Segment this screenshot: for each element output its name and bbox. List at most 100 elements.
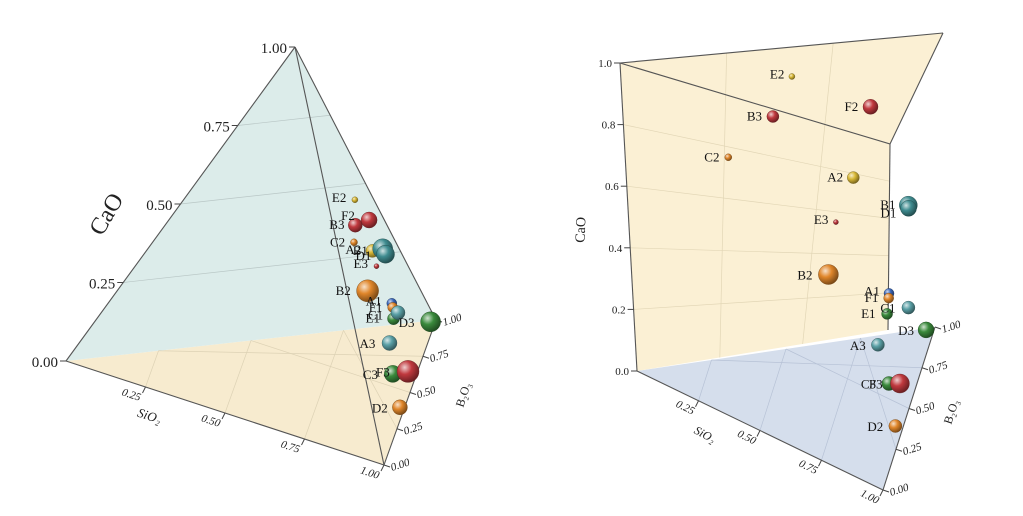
left-point-label-d3: D3 <box>399 315 415 330</box>
left-point-label-b2: B2 <box>336 283 351 298</box>
right-sio2-tick-label: 1.00 <box>858 487 881 506</box>
left-b2o3-tick-label: 0.00 <box>389 456 411 474</box>
right-point-f3 <box>890 373 910 394</box>
left-point-label-c1: C1 <box>368 308 383 323</box>
left-b2o3-axis-title: B₂O₃ <box>453 381 474 409</box>
right-point-label-e2: E2 <box>770 67 784 82</box>
left-point-e2 <box>351 196 359 204</box>
right-point-label-b2: B2 <box>797 268 812 283</box>
right-point-label-b3: B3 <box>747 109 762 124</box>
left-point-label-e1: E1 <box>366 311 380 326</box>
right-point-label-d1: D1 <box>881 205 897 220</box>
right-cao-tick-label: 0.2 <box>612 304 626 316</box>
right-point-f2 <box>862 99 879 115</box>
left-point-d1 <box>376 244 395 264</box>
right-cao-tick-label: 0.6 <box>605 181 619 193</box>
right-b2o3-tick-label: 0.75 <box>927 359 949 377</box>
right-point-label-c1: C1 <box>880 301 895 316</box>
left-point-label-f3: F3 <box>376 364 390 379</box>
left-point-f2 <box>360 211 378 229</box>
left-cao-tick-label: 1.00 <box>261 41 287 57</box>
left-point-label-b1: B1 <box>353 243 368 258</box>
right-back-face <box>620 33 943 371</box>
right-b2o3-axis-title: B₂O₃ <box>941 398 962 426</box>
right-point-d1 <box>900 200 917 217</box>
right-cao-axis-title: CaO <box>574 217 590 243</box>
right-b2o3-tick-label: 0.25 <box>901 441 923 459</box>
left-sio2-tick-label: 0.50 <box>200 412 222 430</box>
left-point-c2 <box>350 238 358 247</box>
left-point-b2 <box>356 279 379 302</box>
right-point-e3 <box>833 219 839 225</box>
right-point-label-a1: A1 <box>864 283 880 298</box>
left-point-a3 <box>381 335 398 351</box>
left-gridlines <box>123 114 424 440</box>
right-point-c1 <box>901 300 916 315</box>
right-sio2-tick-label: 0.75 <box>797 458 820 477</box>
left-b2o3-tick-label: 0.50 <box>415 384 437 402</box>
left-point-label-b3: B3 <box>329 217 344 232</box>
right-sio2-tick-label: 0.25 <box>674 398 697 417</box>
left-point-label-f2: F2 <box>341 208 355 223</box>
left-ternary-chart: 0.00 0.25 0.50 0.75 1.00 0.25 0.50 0.75 1.00 0.00… <box>32 41 474 482</box>
right-b2o3-tick-label: 0.50 <box>914 400 936 418</box>
left-cao-tick-label: 0.75 <box>204 120 230 136</box>
right-point-label-b1: B1 <box>880 197 895 212</box>
right-point-e2 <box>788 73 796 80</box>
right-sio2-tick-label: 0.50 <box>735 428 758 447</box>
right-point-b2 <box>818 264 839 285</box>
right-point-d2 <box>888 419 903 433</box>
left-point-label-a1: A1 <box>366 293 382 308</box>
left-b2o3-tick-label: 0.75 <box>428 348 450 366</box>
left-point-label-c3: C3 <box>363 367 378 382</box>
right-point-d3 <box>917 321 935 339</box>
left-point-label-d1: D1 <box>356 248 372 263</box>
right-ternary-chart: 0.0 0.2 0.4 0.6 0.8 1.0 0.25 0.50 0.75 1.00 0.00 0.… <box>574 32 963 507</box>
left-point-d3 <box>420 311 441 332</box>
right-point-label-c2: C2 <box>704 149 719 164</box>
left-cao-tick-label: 0.50 <box>146 198 172 214</box>
right-point-label-a3: A3 <box>850 338 866 353</box>
left-point-d2 <box>392 399 408 415</box>
left-point-label-a2: A2 <box>345 242 361 257</box>
right-gridlines <box>623 43 923 461</box>
right-point-f1 <box>883 292 894 304</box>
right-point-label-c3: C3 <box>861 377 876 392</box>
left-point-c1 <box>390 305 406 320</box>
right-point-e1 <box>881 308 893 320</box>
left-point-label-e3: E3 <box>354 256 368 271</box>
left-point-label-c2: C2 <box>330 234 345 249</box>
left-point-label-a3: A3 <box>360 336 376 351</box>
right-point-label-f1: F1 <box>865 290 879 305</box>
right-point-label-d3: D3 <box>898 323 914 338</box>
right-point-label-e3: E3 <box>814 212 828 227</box>
right-point-c2 <box>724 153 732 162</box>
right-b2o3-tick-label: 1.00 <box>940 318 962 336</box>
left-b2o3-tick-label: 0.25 <box>402 420 424 438</box>
left-sio2-tick-label: 0.25 <box>120 386 142 404</box>
right-point-a2 <box>847 171 860 184</box>
right-floor-face <box>637 327 935 490</box>
left-floor-face <box>66 320 436 465</box>
left-point-label-e2: E2 <box>332 190 346 205</box>
right-cao-tick-label: 0.8 <box>602 120 616 132</box>
left-cao-tick-label: 0.00 <box>32 355 58 371</box>
left-point-e3 <box>373 263 380 269</box>
left-sio2-tick-label: 1.00 <box>359 464 381 482</box>
right-point-label-e1: E1 <box>861 306 875 321</box>
left-tick-labels: 0.00 0.25 0.50 0.75 1.00 0.25 0.50 0.75 1.00 0.00… <box>32 41 464 482</box>
right-sio2-axis-title: SiO₂ <box>692 423 718 446</box>
right-point-a3 <box>871 338 885 352</box>
left-cao-tick-label: 0.25 <box>89 277 115 293</box>
left-sio2-tick-label: 0.75 <box>279 438 301 456</box>
right-cao-tick-label: 0.0 <box>615 366 629 378</box>
left-sio2-axis-title: SiO₂ <box>136 405 164 427</box>
left-point-label-f1: F1 <box>369 299 383 314</box>
right-cao-tick-label: 0.4 <box>608 243 622 255</box>
left-point-b3 <box>348 217 363 233</box>
right-point-b3 <box>766 110 780 123</box>
right-point-label-d2: D2 <box>867 419 883 434</box>
left-cao-axis-title: CaO <box>85 189 130 240</box>
